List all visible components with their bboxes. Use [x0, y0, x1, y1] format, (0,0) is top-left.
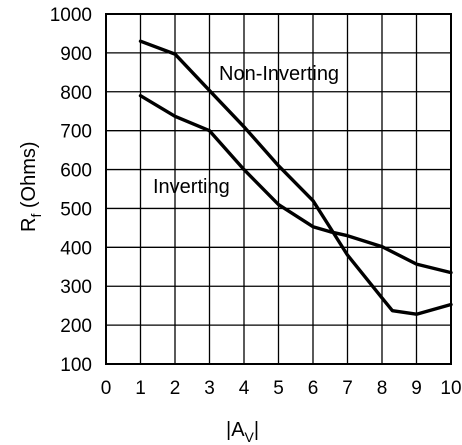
x-axis-label: |AV| [226, 419, 259, 445]
x-tick-label-6: 6 [308, 378, 319, 399]
x-tick-label-4: 4 [239, 378, 250, 399]
y-tick-label-100: 100 [60, 355, 92, 376]
series-label-non-inverting: Non-Inverting [219, 63, 339, 85]
x-tick-label-9: 9 [411, 378, 422, 399]
y-tick-label-300: 300 [60, 277, 92, 298]
y-tick-label-800: 800 [60, 83, 92, 104]
y-tick-label-500: 500 [60, 199, 92, 220]
series-label-inverting: Inverting [153, 176, 230, 198]
y-tick-label-600: 600 [60, 161, 92, 182]
y-tick-label-200: 200 [60, 316, 92, 337]
x-tick-label-5: 5 [273, 378, 284, 399]
y-tick-label-400: 400 [60, 238, 92, 259]
series-line-non-inverting [138, 39, 453, 316]
y-tick-label-900: 900 [60, 44, 92, 65]
x-tick-label-7: 7 [342, 378, 353, 399]
y-axis-label: Rf (Ohms) [18, 141, 44, 232]
x-tick-label-8: 8 [377, 378, 388, 399]
y-tick-label-700: 700 [60, 122, 92, 143]
series-line-inverting [138, 93, 453, 275]
x-tick-label-10: 10 [440, 378, 461, 399]
x-tick-label-1: 1 [135, 378, 146, 399]
y-tick-label-1000: 1000 [50, 5, 92, 26]
grid [105, 13, 452, 365]
x-tick-label-2: 2 [170, 378, 181, 399]
x-tick-label-0: 0 [101, 378, 112, 399]
x-tick-label-3: 3 [204, 378, 215, 399]
series-lines [138, 39, 453, 316]
tick-labels: 0 1 2 3 4 5 6 7 8 9 10 100 200 300 400 500 600 700 800 900 1… [50, 5, 462, 399]
plot-border [105, 13, 452, 365]
